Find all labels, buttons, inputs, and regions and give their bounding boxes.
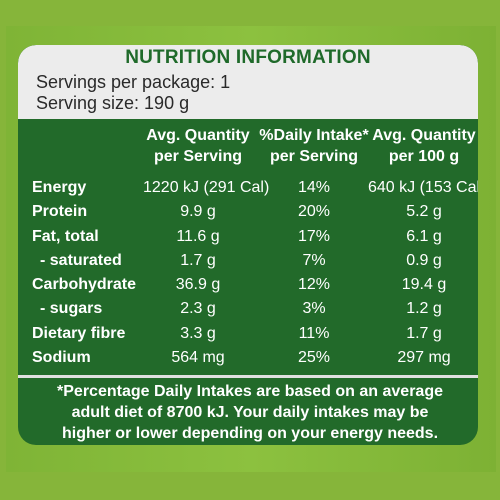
table-row: - saturated 1.7 g 7% 0.9 g (18, 251, 478, 275)
daily-intake-value: 12% (297, 276, 331, 294)
daily-intake-value: 3% (302, 300, 326, 318)
per-100g-value: 297 mg (397, 349, 451, 367)
per-100g-value: 5.2 g (406, 203, 442, 221)
per-100g-value: 1.7 g (406, 324, 442, 342)
table-row: Fat, total 11.6 g 17% 6.1 g (18, 227, 478, 251)
footnote: *Percentage Daily Intakes are based on a… (28, 381, 472, 444)
daily-intake-value: 20% (297, 203, 331, 221)
per-100g-value: 0.9 g (406, 251, 442, 269)
daily-intake-value: 25% (297, 349, 331, 367)
label-title: NUTRITION INFORMATION (125, 47, 371, 68)
column-header-line: Avg. Quantity (372, 127, 476, 144)
column-header-line: per 100 g (388, 148, 460, 165)
nutrient-name: - saturated (40, 251, 122, 269)
column-header-daily-intake: %Daily Intake* per Serving (255, 125, 373, 167)
column-header-line: per Serving (153, 148, 243, 165)
per-serving-value: 564 mg (171, 349, 225, 367)
daily-intake-value: 14% (297, 179, 331, 196)
column-header-line: per Serving (269, 148, 359, 165)
divider (18, 375, 478, 378)
per-100g-value: 640 kJ (153 Cal) (368, 179, 478, 196)
table-row: Dietary fibre 3.3 g 11% 1.7 g (18, 324, 478, 348)
footnote-line: higher or lower depending on your energy… (61, 425, 439, 442)
per-100g-value: 19.4 g (401, 276, 447, 294)
nutrient-name: - sugars (40, 300, 103, 318)
serving-size: Serving size: 190 g (36, 93, 190, 113)
column-header-per-serving: Avg. Quantity per Serving (143, 125, 253, 167)
footnote-line: adult diet of 8700 kJ. Your daily intake… (71, 404, 429, 421)
nutrient-name: Carbohydrate (32, 276, 137, 294)
footnote-line: *Percentage Daily Intakes are based on a… (57, 383, 443, 400)
nutrient-table: Energy 1220 kJ (291 Cal) 14% 640 kJ (153… (18, 178, 478, 372)
per-serving-value: 1220 kJ (291 Cal) (143, 179, 270, 196)
per-serving-value: 2.3 g (180, 300, 216, 318)
column-header-per-100g: Avg. Quantity per 100 g (368, 125, 478, 167)
table-row: Sodium 564 mg 25% 297 mg (18, 348, 478, 372)
per-serving-value: 3.3 g (180, 324, 216, 342)
table-row: Energy 1220 kJ (291 Cal) 14% 640 kJ (153… (18, 178, 478, 202)
table-row: - sugars 2.3 g 3% 1.2 g (18, 299, 478, 323)
servings-per-package: Servings per package: 1 (36, 72, 231, 92)
table-row: Carbohydrate 36.9 g 12% 19.4 g (18, 275, 478, 299)
daily-intake-value: 11% (298, 324, 330, 342)
label-header: NUTRITION INFORMATION Servings per packa… (18, 45, 478, 119)
per-serving-value: 1.7 g (180, 251, 216, 269)
nutrient-name: Sodium (32, 349, 91, 367)
per-100g-value: 6.1 g (406, 227, 442, 245)
daily-intake-value: 17% (297, 227, 331, 245)
per-serving-value: 36.9 g (175, 276, 221, 294)
per-100g-value: 1.2 g (406, 300, 442, 318)
column-header-line: Avg. Quantity (146, 127, 250, 144)
per-serving-value: 9.9 g (180, 203, 216, 221)
table-row: Protein 9.9 g 20% 5.2 g (18, 202, 478, 226)
nutrient-name: Protein (32, 203, 88, 221)
nutrient-name: Energy (32, 179, 87, 196)
column-header-line: %Daily Intake* (259, 127, 369, 144)
per-serving-value: 11.6 g (176, 227, 220, 245)
nutrient-name: Fat, total (32, 227, 99, 245)
daily-intake-value: 7% (302, 251, 326, 269)
nutrition-label: NUTRITION INFORMATION Servings per packa… (18, 45, 478, 445)
nutrient-name: Dietary fibre (32, 324, 126, 342)
